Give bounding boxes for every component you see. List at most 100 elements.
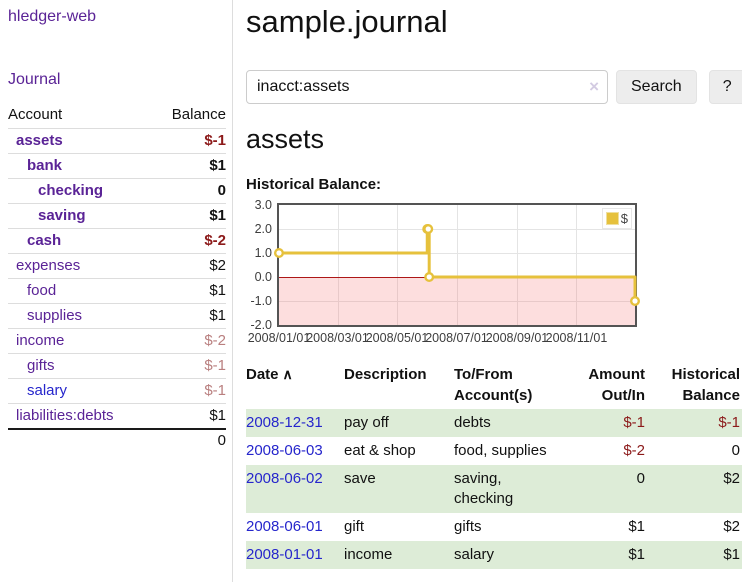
- page-title: sample.journal: [246, 4, 448, 39]
- accounts-table: Account Balance assets $-1 bank $1 checking 0…: [8, 102, 226, 453]
- description-cell: pay off: [344, 409, 454, 437]
- account-balance: 0: [152, 178, 226, 204]
- nav-journal-link[interactable]: Journal: [8, 71, 61, 88]
- amount-cell: $-2: [623, 442, 645, 459]
- account-row: bank $1: [8, 153, 226, 179]
- account-link[interactable]: food: [27, 282, 57, 299]
- table-row: 2008-12-31 pay off debts $-1 $-1: [246, 409, 742, 437]
- account-balance: $-1: [152, 378, 226, 404]
- gridline: [456, 205, 458, 325]
- y-tick-label: 3.0: [254, 198, 272, 212]
- historical-balance-chart: 3.0 2.0 1.0 0.0 -1.0 -2.0 $ 2008/01/01 2008/03…: [246, 198, 742, 345]
- account-row: gifts $-1: [8, 353, 226, 379]
- register-header-row: Date ∧ Description To/From Account(s) Amo…: [246, 361, 742, 409]
- legend-label: $: [620, 211, 628, 226]
- main-content: sample.journal × Search ? assets Histori…: [246, 0, 742, 569]
- account-row: cash $-2: [8, 228, 226, 254]
- y-tick-label: 1.0: [254, 246, 272, 260]
- account-balance: $1: [152, 278, 226, 304]
- search-input[interactable]: [246, 70, 608, 104]
- account-link[interactable]: checking: [38, 182, 104, 199]
- amount-cell: $-1: [566, 409, 647, 437]
- account-balance: $1: [152, 203, 226, 229]
- app-brand-link[interactable]: hledger-web: [8, 8, 97, 25]
- account-balance: $2: [152, 253, 226, 279]
- x-tick-label: 2008/07/01: [425, 331, 488, 345]
- accounts-header-balance: Balance: [152, 102, 226, 129]
- chart-plot-area[interactable]: $: [274, 203, 641, 327]
- account-balance: $1: [152, 303, 226, 329]
- register-header-date[interactable]: Date ∧: [246, 361, 344, 409]
- account-link[interactable]: income: [16, 332, 65, 349]
- amount-cell: $1: [628, 518, 645, 535]
- chart-y-axis-labels: 3.0 2.0 1.0 0.0 -1.0 -2.0: [246, 198, 272, 332]
- table-row: 2008-06-03 eat & shop food, supplies $-2 0: [246, 437, 742, 465]
- account-balance: $-1: [152, 128, 226, 154]
- data-point-marker: [630, 295, 641, 306]
- help-button[interactable]: ?: [708, 70, 742, 104]
- account-link[interactable]: expenses: [16, 257, 81, 274]
- chart-heading: Historical Balance:: [246, 176, 382, 193]
- accounts-header-row: Account Balance: [8, 102, 226, 129]
- description-cell: gift: [344, 518, 365, 535]
- search-box: ×: [246, 70, 608, 104]
- accounts-header-account: Account: [8, 102, 153, 129]
- accounts-cell: saving, checking: [454, 465, 566, 513]
- account-row: salary $-1: [8, 378, 226, 404]
- x-tick-label: 2008/09/01: [485, 331, 549, 345]
- date-link[interactable]: 2008-06-01: [246, 518, 323, 535]
- date-link[interactable]: 2008-06-02: [246, 470, 323, 487]
- legend-swatch-icon: [605, 212, 619, 225]
- y-tick-label: -2.0: [250, 318, 272, 332]
- account-link[interactable]: saving: [38, 207, 86, 224]
- account-balance: $-2: [152, 328, 226, 354]
- balance-cell: 0: [731, 442, 740, 459]
- date-link[interactable]: 2008-01-01: [246, 546, 323, 563]
- date-link[interactable]: 2008-12-31: [246, 414, 323, 431]
- gridline: [576, 205, 578, 325]
- chart-x-axis-labels: 2008/01/01 2008/03/01 2008/05/01 2008/07/01…: [248, 329, 637, 345]
- account-balance: $-2: [152, 228, 226, 254]
- account-link[interactable]: liabilities:debts: [16, 407, 114, 424]
- accounts-cell: debts: [454, 409, 566, 437]
- clear-search-icon[interactable]: ×: [589, 77, 599, 96]
- balance-cell: $2: [723, 518, 740, 535]
- account-link[interactable]: bank: [27, 157, 63, 174]
- account-link[interactable]: gifts: [27, 357, 55, 374]
- account-link[interactable]: supplies: [27, 307, 83, 324]
- account-row: liabilities:debts $1: [8, 403, 226, 430]
- date-header-label: Date: [246, 366, 279, 383]
- balance-step-line: [274, 224, 641, 306]
- gridline: [279, 253, 635, 254]
- account-link[interactable]: cash: [27, 232, 62, 249]
- accounts-cell: gifts: [454, 518, 482, 535]
- account-heading: assets: [246, 124, 325, 154]
- search-bar: × Search ?: [246, 70, 742, 104]
- date-link[interactable]: 2008-06-03: [246, 442, 323, 459]
- x-tick-label: 2008/11/01: [545, 331, 608, 345]
- account-row: income $-2: [8, 328, 226, 354]
- x-tick-label: 2008/05/01: [365, 331, 429, 345]
- description-cell: income: [344, 541, 454, 569]
- balance-cell: $1: [647, 541, 742, 569]
- balance-cell: $2: [647, 465, 742, 513]
- sort-ascending-icon: ∧: [282, 366, 293, 382]
- gridline: [337, 205, 339, 325]
- y-tick-label: -1.0: [250, 294, 272, 308]
- account-link[interactable]: assets: [16, 132, 63, 149]
- account-row: supplies $1: [8, 303, 226, 329]
- sidebar: hledger-web Journal Account Balance asse…: [0, 0, 233, 582]
- x-tick-label: 2008/03/01: [306, 331, 369, 345]
- amount-cell: 0: [566, 465, 647, 513]
- accounts-cell: salary: [454, 541, 566, 569]
- account-link[interactable]: salary: [27, 382, 68, 399]
- data-point-marker: [424, 271, 435, 282]
- description-cell: save: [344, 465, 454, 513]
- data-point-marker: [423, 224, 434, 235]
- chart-legend: $: [601, 208, 632, 229]
- search-button[interactable]: Search: [616, 70, 697, 104]
- amount-cell: $1: [566, 541, 647, 569]
- gridline: [516, 205, 518, 325]
- account-row: saving $1: [8, 203, 226, 229]
- negative-region: [279, 277, 635, 325]
